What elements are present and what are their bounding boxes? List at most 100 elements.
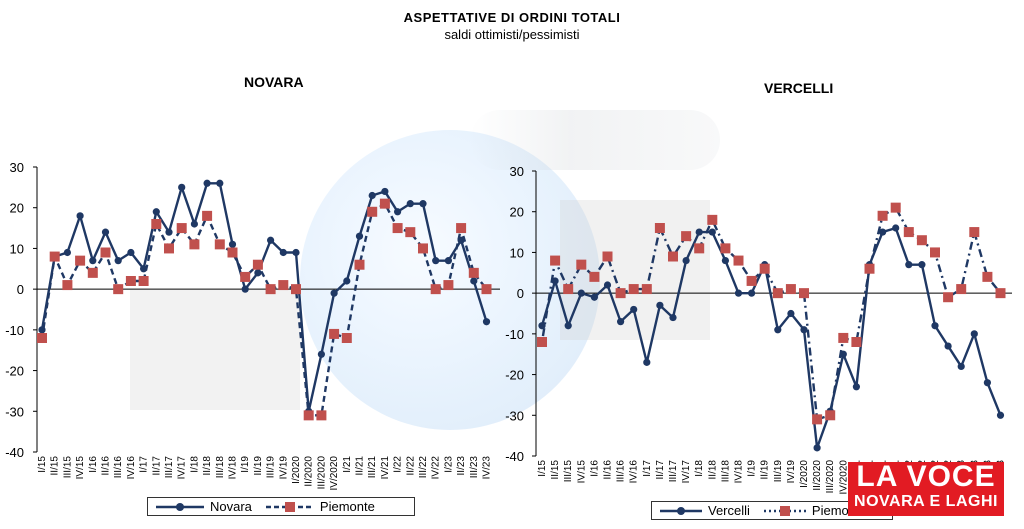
- data-point-vercelli: [708, 228, 716, 236]
- x-tick-label: III/19: [266, 456, 277, 479]
- data-point-piemonte: [240, 271, 251, 282]
- data-point-vercelli: [931, 322, 939, 330]
- data-point-vercelli: [695, 228, 703, 236]
- data-point-novara: [127, 248, 135, 257]
- data-point-vercelli: [630, 305, 638, 314]
- data-point-novara: [89, 257, 97, 265]
- y-tick-label: -40: [505, 449, 524, 464]
- data-point-piemonte: [785, 284, 796, 295]
- x-tick-label: II/2020: [304, 456, 315, 487]
- data-point-piemonte: [214, 239, 225, 250]
- data-point-piemonte: [405, 227, 416, 238]
- x-tick-label: IV/15: [75, 456, 86, 480]
- x-tick-label: III/23: [469, 456, 480, 479]
- x-tick-label: IV/16: [126, 456, 137, 480]
- data-point-piemonte: [291, 284, 301, 295]
- x-tick-label: III/18: [215, 456, 226, 479]
- y-tick-label: -30: [5, 404, 24, 419]
- x-tick-label: II/17: [655, 460, 666, 480]
- data-point-piemonte: [418, 243, 428, 254]
- legend-item-novara: Novara: [148, 499, 258, 514]
- x-tick-label: I/15: [537, 460, 548, 477]
- data-point-novara: [203, 179, 211, 187]
- data-point-piemonte: [443, 280, 454, 291]
- x-tick-label: IV/23: [482, 456, 493, 480]
- data-point-piemonte: [995, 288, 1006, 299]
- x-tick-label: II/17: [151, 456, 162, 476]
- legend-swatch-novara: [156, 502, 204, 511]
- data-point-piemonte: [733, 255, 744, 266]
- data-point-vercelli: [879, 228, 887, 236]
- data-point-novara: [444, 257, 452, 265]
- data-point-vercelli: [800, 326, 808, 334]
- x-tick-label: III/21: [367, 456, 378, 479]
- data-point-vercelli: [839, 350, 847, 358]
- y-tick-label: 20: [510, 205, 524, 220]
- data-point-piemonte: [812, 414, 823, 425]
- y-tick-label: -10: [5, 323, 24, 338]
- data-point-piemonte: [367, 206, 378, 217]
- data-point-vercelli: [892, 224, 900, 232]
- data-point-vercelli: [748, 289, 756, 297]
- data-point-piemonte: [641, 284, 652, 295]
- data-point-novara: [355, 232, 364, 240]
- data-point-vercelli: [787, 309, 795, 318]
- legend-item-vercelli: Vercelli: [652, 503, 756, 518]
- x-tick-label: III/17: [164, 456, 175, 479]
- data-point-vercelli: [734, 289, 743, 297]
- data-point-piemonte: [37, 333, 47, 343]
- data-point-novara: [241, 285, 249, 293]
- data-point-vercelli: [721, 256, 730, 265]
- y-tick-label: 0: [17, 282, 24, 297]
- data-point-piemonte: [668, 251, 678, 262]
- data-point-vercelli: [643, 358, 651, 366]
- data-point-piemonte: [278, 280, 289, 291]
- data-point-vercelli: [918, 261, 926, 269]
- x-tick-label: IV/2020: [838, 460, 849, 495]
- legend-swatch-piemonte-2: [763, 505, 806, 516]
- x-tick-label: I/19: [747, 460, 758, 477]
- y-tick-label: 20: [10, 201, 24, 216]
- data-point-piemonte: [379, 198, 390, 209]
- logo-line1: LA VOCE: [856, 460, 996, 493]
- x-tick-label: III/16: [616, 460, 627, 483]
- data-point-novara: [190, 220, 198, 228]
- x-tick-label: II/19: [760, 460, 771, 480]
- x-tick-label: II/15: [550, 460, 561, 480]
- x-tick-label: I/17: [139, 456, 150, 473]
- x-tick-label: II/22: [405, 456, 416, 476]
- data-point-piemonte: [838, 332, 849, 343]
- data-point-piemonte: [456, 223, 467, 234]
- legend-label-vercelli: Vercelli: [708, 503, 750, 518]
- data-point-novara: [63, 248, 71, 257]
- data-point-vercelli: [617, 318, 625, 326]
- data-point-novara: [228, 240, 237, 248]
- series-line-novara: [40, 182, 488, 413]
- x-tick-label: I/19: [240, 456, 251, 473]
- data-point-piemonte: [654, 223, 665, 233]
- data-point-novara: [470, 277, 478, 285]
- data-point-novara: [101, 228, 110, 236]
- x-tick-label: III/2020: [316, 456, 327, 490]
- data-point-piemonte: [164, 243, 174, 254]
- data-point-piemonte: [481, 284, 492, 295]
- data-point-piemonte: [825, 410, 836, 421]
- x-tick-label: I/18: [189, 456, 200, 473]
- y-tick-label: 0: [517, 286, 524, 301]
- data-point-vercelli: [669, 313, 677, 322]
- x-tick-label: III/18: [720, 460, 731, 483]
- x-tick-label: IV/19: [278, 456, 289, 480]
- x-tick-label: I/17: [642, 460, 653, 477]
- data-point-piemonte: [681, 231, 692, 242]
- x-tick-label: I/16: [88, 456, 99, 473]
- data-point-piemonte: [589, 271, 600, 282]
- panel-title-vercelli: VERCELLI: [764, 80, 834, 96]
- legend-swatch-piemonte: [265, 501, 314, 512]
- data-point-novara: [279, 248, 287, 257]
- x-tick-label: IV/2020: [329, 456, 340, 491]
- data-point-novara: [38, 326, 46, 334]
- x-tick-label: I/15: [37, 456, 48, 473]
- x-tick-label: IV/17: [177, 456, 188, 480]
- data-point-piemonte: [576, 259, 587, 270]
- data-point-vercelli: [551, 277, 559, 285]
